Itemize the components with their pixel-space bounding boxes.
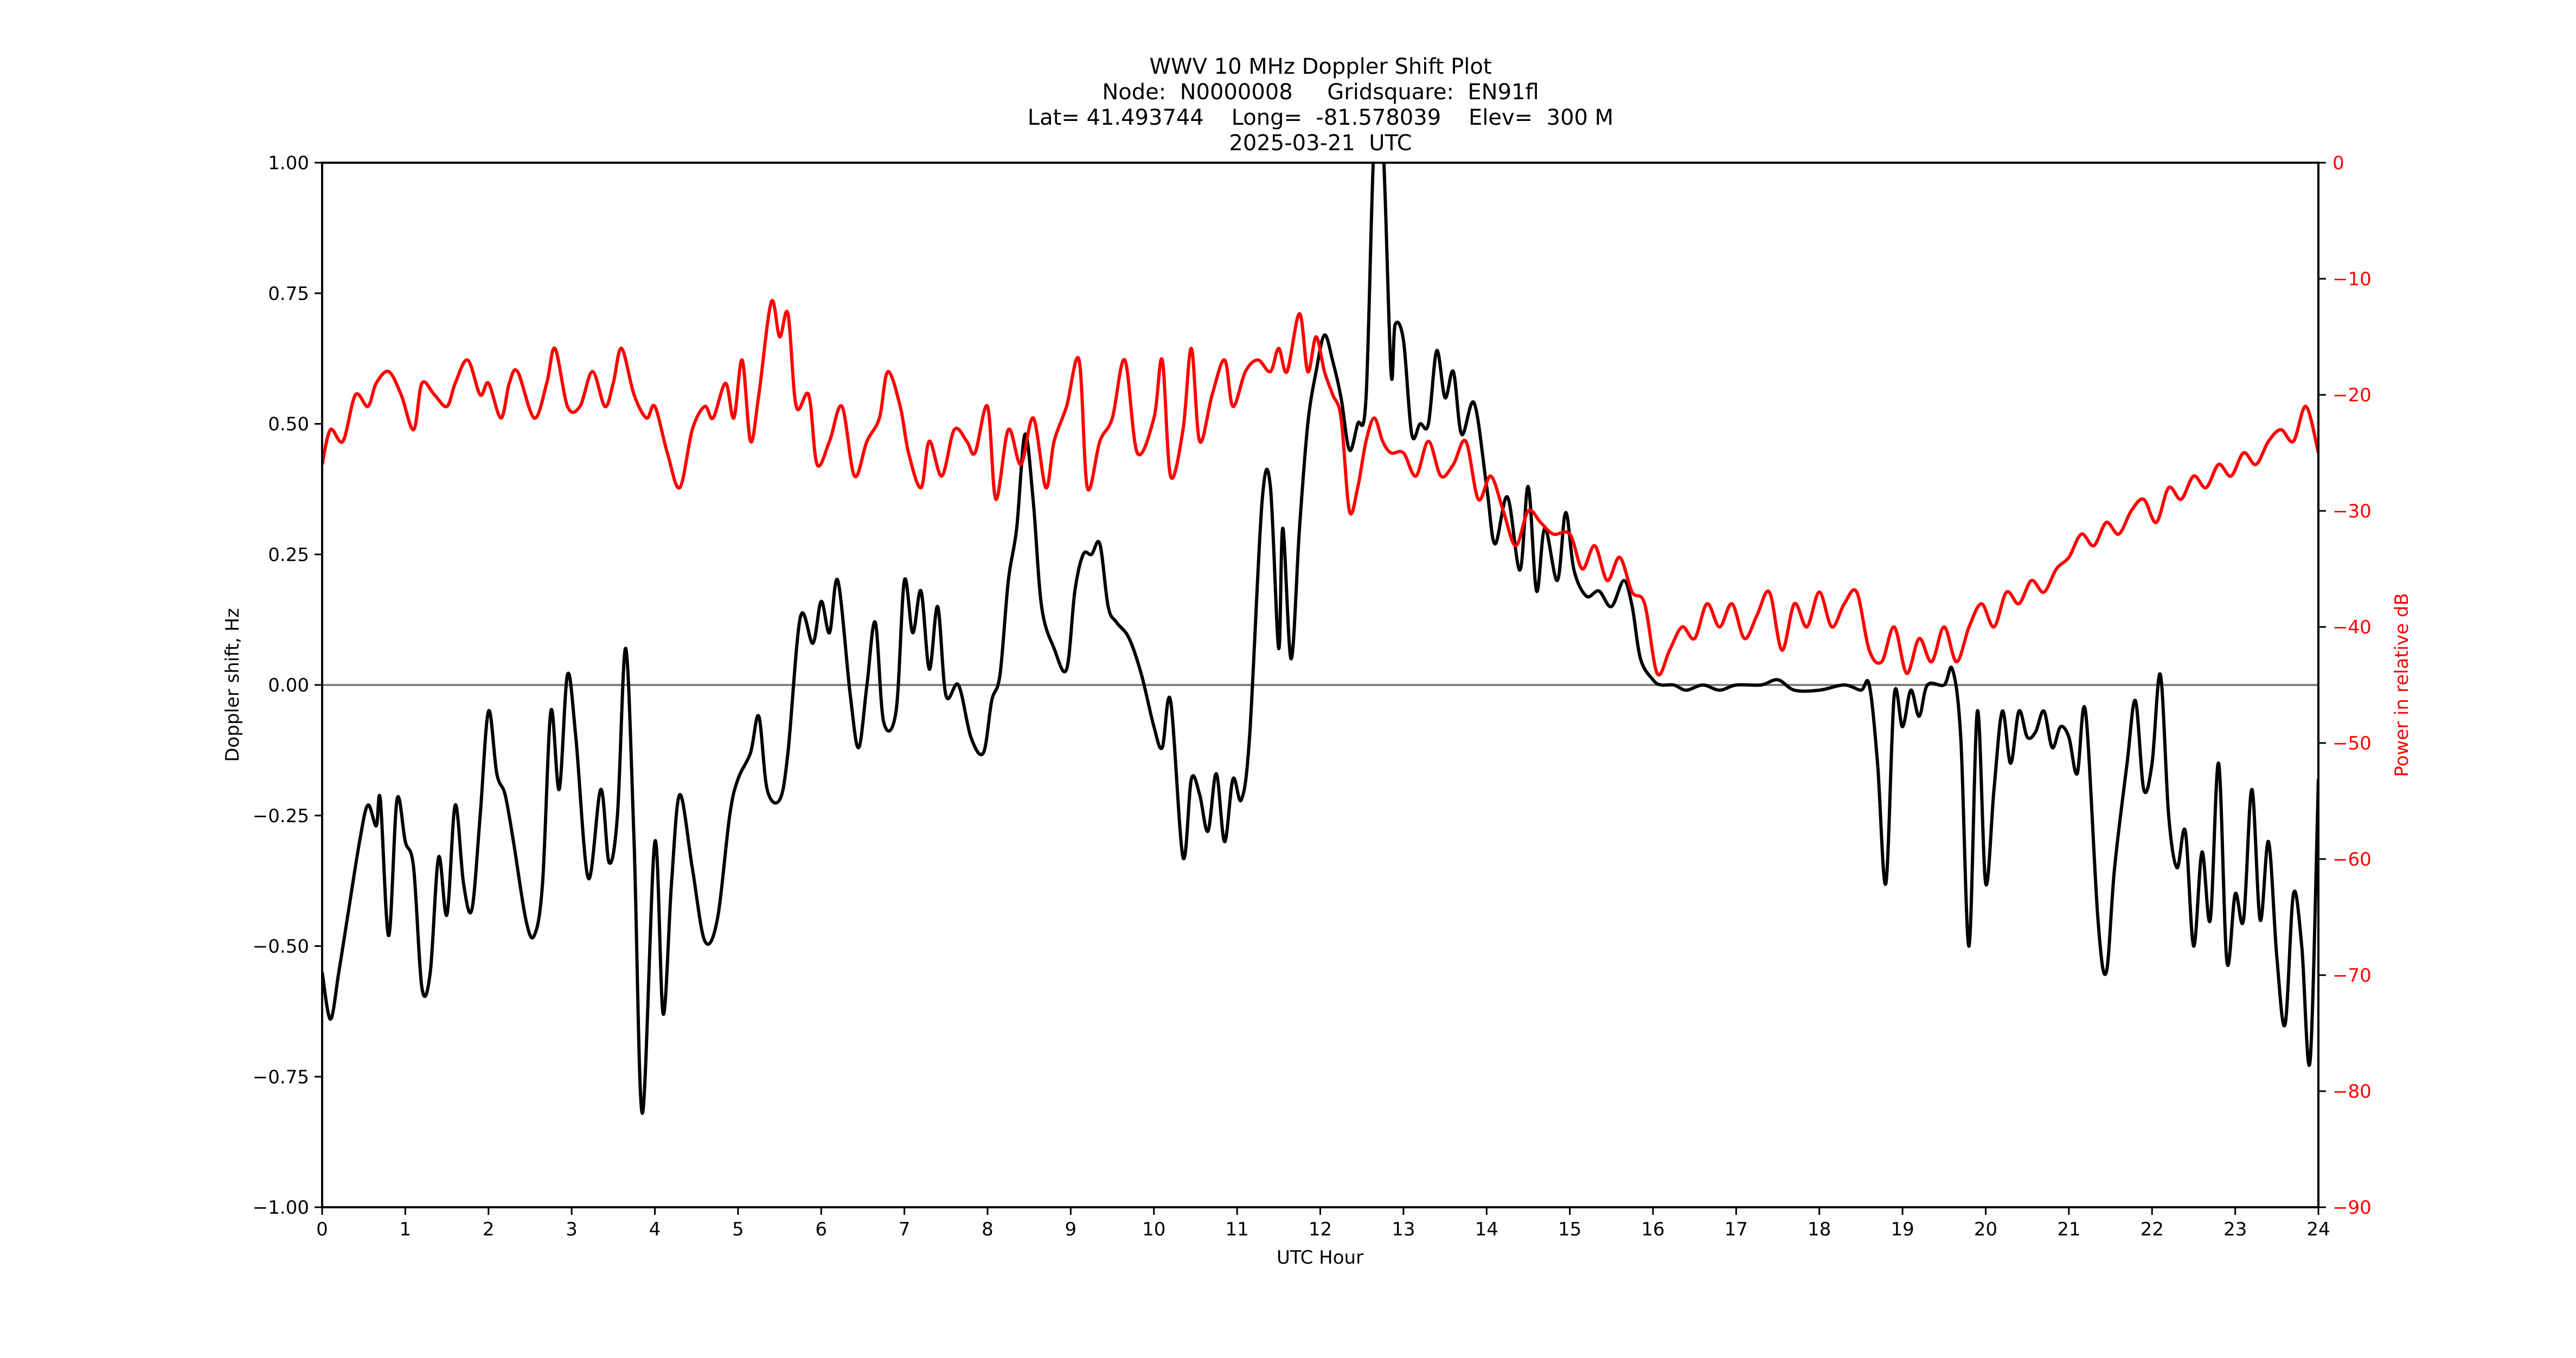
x-tick-label: 11 xyxy=(1225,1219,1248,1240)
y-tick-label: 0.25 xyxy=(268,544,309,566)
y-tick-label: 0.00 xyxy=(268,675,309,696)
x-tick-label: 23 xyxy=(2223,1219,2247,1240)
y2-tick-label: −70 xyxy=(2333,965,2372,987)
x-tick-label: 4 xyxy=(649,1219,661,1240)
y2-tick-label: −10 xyxy=(2333,268,2372,290)
x-axis-label: UTC Hour xyxy=(1277,1247,1363,1269)
series-layer xyxy=(322,163,2318,1115)
x-tick-label: 18 xyxy=(1808,1219,1831,1240)
x-tick-label: 22 xyxy=(2141,1219,2164,1240)
x-tick-label: 15 xyxy=(1558,1219,1581,1240)
x-tick-label: 12 xyxy=(1309,1219,1332,1240)
chart-title-block: WWV 10 MHz Doppler Shift Plot Node: N000… xyxy=(0,54,2576,156)
y-axis-left-label: Doppler shift, Hz xyxy=(222,608,243,762)
y-tick-label: 0.75 xyxy=(268,283,309,305)
x-tick-label: 1 xyxy=(400,1219,412,1240)
x-tick-label: 5 xyxy=(732,1219,744,1240)
y-tick-label: −0.75 xyxy=(253,1066,309,1088)
x-tick-label: 7 xyxy=(899,1219,911,1240)
y-axis-left: 1.00 0.75 0.50 0.25 0.00 −0.25 −0.50 −0.75 −1.00 xyxy=(253,152,322,1219)
chart-title: WWV 10 MHz Doppler Shift Plot xyxy=(1149,54,1492,79)
power-series-line xyxy=(322,299,2318,677)
chart-subtitle-date: 2025-03-21 UTC xyxy=(1229,131,1412,156)
y-axis-right-label: Power in relative dB xyxy=(2391,593,2413,777)
x-axis: 0 1 2 3 4 5 6 7 8 9 10 11 12 13 14 15 16 17 18 19 20 21 22 23 24 xyxy=(316,1207,2330,1240)
chart-subtitle-node: Node: N0000008 Gridsquare: EN91fl xyxy=(1102,80,1539,105)
y2-tick-label: −20 xyxy=(2333,385,2372,406)
x-tick-label: 14 xyxy=(1475,1219,1498,1240)
y2-tick-label: −50 xyxy=(2333,733,2372,754)
x-tick-label: 13 xyxy=(1392,1219,1415,1240)
y2-tick-label: −30 xyxy=(2333,501,2372,522)
y2-tick-label: −80 xyxy=(2333,1081,2372,1103)
x-tick-label: 17 xyxy=(1725,1219,1748,1240)
y2-tick-label: −60 xyxy=(2333,849,2372,870)
y2-tick-label: 0 xyxy=(2333,152,2344,174)
x-tick-label: 21 xyxy=(2057,1219,2080,1240)
x-tick-label: 24 xyxy=(2306,1219,2330,1240)
x-tick-label: 8 xyxy=(982,1219,994,1240)
chart-subtitle-location: Lat= 41.493744 Long= -81.578039 Elev= 30… xyxy=(1027,105,1614,130)
x-tick-label: 19 xyxy=(1891,1219,1914,1240)
x-tick-label: 6 xyxy=(815,1219,827,1240)
doppler-series-line xyxy=(322,163,2318,1115)
y-tick-label: −0.25 xyxy=(253,805,309,827)
y-tick-label: 1.00 xyxy=(268,152,309,174)
x-tick-label: 9 xyxy=(1065,1219,1077,1240)
y-tick-label: −0.50 xyxy=(253,936,309,958)
x-tick-label: 10 xyxy=(1142,1219,1165,1240)
x-tick-label: 20 xyxy=(1974,1219,1997,1240)
y2-tick-label: −90 xyxy=(2333,1197,2372,1219)
x-tick-label: 0 xyxy=(316,1219,328,1240)
y-tick-label: 0.50 xyxy=(268,414,309,435)
y-axis-right: 0 −10 −20 −30 −40 −50 −60 −70 −80 −90 xyxy=(2318,152,2372,1219)
y2-tick-label: −40 xyxy=(2333,617,2372,638)
y-tick-label: −1.00 xyxy=(253,1197,309,1219)
x-tick-label: 3 xyxy=(566,1219,578,1240)
x-tick-label: 16 xyxy=(1641,1219,1664,1240)
x-tick-label: 2 xyxy=(483,1219,495,1240)
